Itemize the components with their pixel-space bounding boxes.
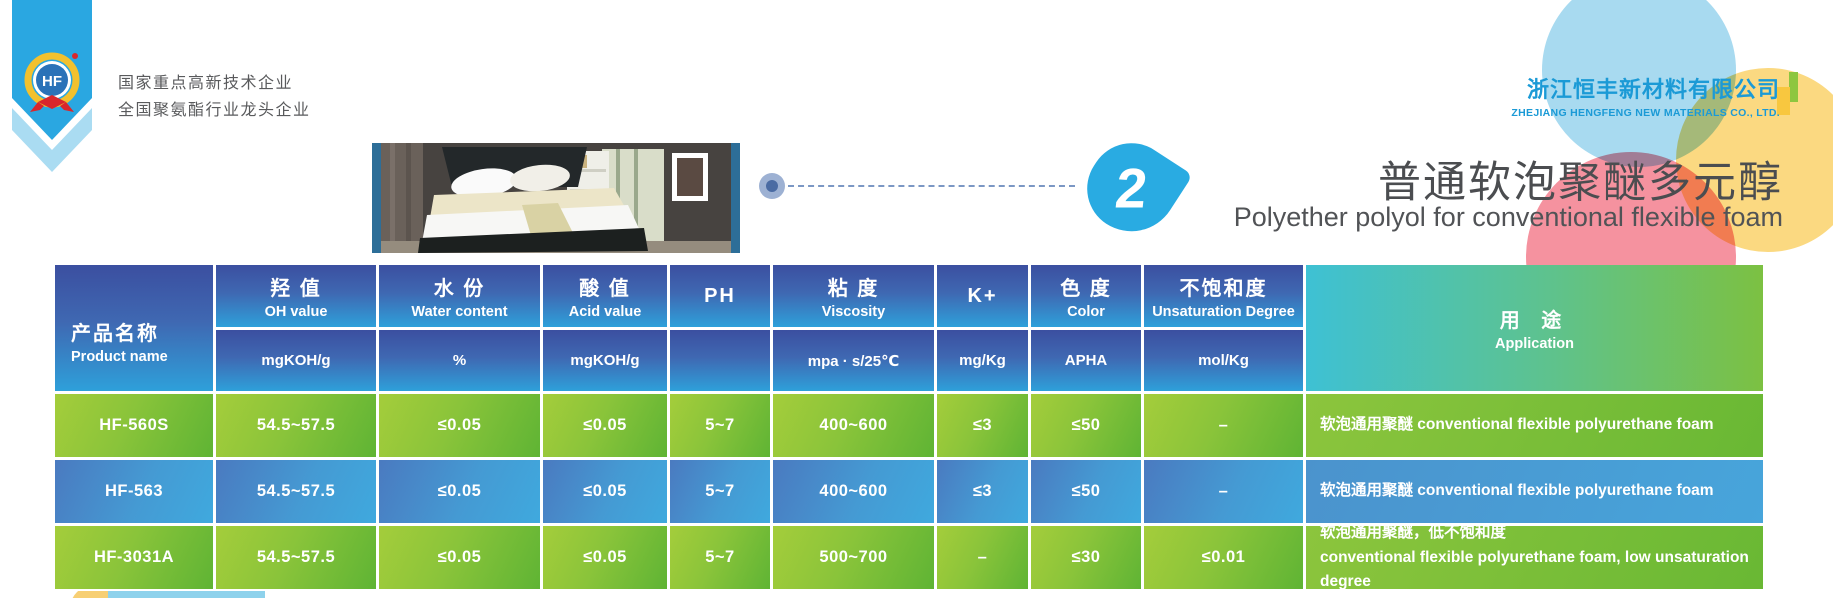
- header-viscosity: 粘 度 Viscosity: [773, 265, 934, 327]
- connector-dot-core: [766, 180, 778, 192]
- value-cell: 5~7: [670, 394, 770, 457]
- unit-oh-value: mgKOH/g: [216, 330, 376, 391]
- accent-bar-green: [1789, 72, 1798, 102]
- value-cell: ≤0.05: [543, 394, 667, 457]
- header-product-name: 产品名称 Product name: [55, 265, 213, 391]
- value-cell: 54.5~57.5: [216, 460, 376, 523]
- value-cell: ≤0.05: [379, 460, 540, 523]
- application-cell: 软泡通用聚醚，低不饱和度 conventional flexible polyu…: [1306, 524, 1763, 590]
- company-name-block: 浙江恒丰新材料有限公司 ZHEJIANG HENGFENG NEW MATERI…: [1511, 72, 1780, 119]
- unit-water-content: %: [379, 330, 540, 391]
- unit-color: APHA: [1031, 330, 1141, 391]
- unit-ph: [670, 330, 770, 391]
- header-oh-value: 羟 值 OH value: [216, 265, 376, 327]
- cert-line-2: 全国聚氨酯行业龙头企业: [118, 102, 311, 119]
- unit-acid-value: mgKOH/g: [543, 330, 667, 391]
- logo-monogram: HF: [42, 73, 62, 90]
- product-cell: HF-563: [55, 460, 213, 523]
- section-number: 2: [1113, 156, 1151, 220]
- section-number-badge: 2: [1071, 127, 1193, 249]
- product-cell: HF-560S: [55, 394, 213, 457]
- header-application: 用 途 Application: [1306, 265, 1763, 391]
- value-cell: 54.5~57.5: [216, 526, 376, 589]
- company-logo: HF: [24, 52, 80, 112]
- section-title-en: Polyether polyol for conventional flexib…: [1233, 202, 1783, 232]
- value-cell: 400~600: [773, 460, 934, 523]
- value-cell: 500~700: [773, 526, 934, 589]
- value-cell: ≤0.05: [543, 460, 667, 523]
- value-cell: ≤30: [1031, 526, 1141, 589]
- header-water-content: 水 份 Water content: [379, 265, 540, 327]
- unit-viscosity: mpa · s/25℃: [773, 330, 934, 391]
- unit-k-plus: mg/Kg: [937, 330, 1028, 391]
- value-cell: –: [1144, 394, 1303, 457]
- value-cell: ≤0.05: [379, 394, 540, 457]
- value-cell: 5~7: [670, 526, 770, 589]
- company-name-zh: 浙江恒丰新材料有限公司: [1526, 77, 1780, 102]
- value-cell: –: [937, 526, 1028, 589]
- certification-text: 国家重点高新技术企业 全国聚氨酯行业龙头企业: [118, 70, 311, 124]
- value-cell: ≤0.05: [543, 526, 667, 589]
- value-cell: ≤0.01: [1144, 526, 1303, 589]
- header-k-plus: K+: [937, 265, 1028, 327]
- company-name-en: ZHEJIANG HENGFENG NEW MATERIALS CO., LTD…: [1511, 107, 1780, 119]
- value-cell: ≤50: [1031, 394, 1141, 457]
- ribbon-banner: HF: [8, 0, 96, 185]
- value-cell: 5~7: [670, 460, 770, 523]
- cert-line-1: 国家重点高新技术企业: [118, 75, 294, 92]
- spec-table: 产品名称 Product name 羟 值 OH value 水 份 Water…: [55, 265, 1763, 591]
- value-cell: ≤3: [937, 394, 1028, 457]
- decor-strip-bottom-blue: [108, 591, 265, 598]
- ribbon-graphic: HF: [12, 0, 92, 172]
- connector-dashed-line: [788, 185, 1075, 187]
- unit-unsaturation: mol/Kg: [1144, 330, 1303, 391]
- accent-bar-yellow: [1777, 87, 1790, 115]
- header-acid-value: 酸 值 Acid value: [543, 265, 667, 327]
- product-cell: HF-3031A: [55, 526, 213, 589]
- value-cell: 54.5~57.5: [216, 394, 376, 457]
- value-cell: ≤0.05: [379, 526, 540, 589]
- application-cell: 软泡通用聚醚 conventional flexible polyurethan…: [1306, 394, 1763, 457]
- value-cell: ≤50: [1031, 460, 1141, 523]
- bed-photo: [372, 143, 740, 253]
- value-cell: 400~600: [773, 394, 934, 457]
- header-ph: PH: [670, 265, 770, 327]
- section-title-zh: 普通软泡聚醚多元醇: [1378, 159, 1783, 207]
- value-cell: –: [1144, 460, 1303, 523]
- application-cell: 软泡通用聚醚 conventional flexible polyurethan…: [1306, 460, 1763, 523]
- value-cell: ≤3: [937, 460, 1028, 523]
- header-color: 色 度 Color: [1031, 265, 1141, 327]
- header-unsaturation: 不饱和度 Unsaturation Degree: [1144, 265, 1303, 327]
